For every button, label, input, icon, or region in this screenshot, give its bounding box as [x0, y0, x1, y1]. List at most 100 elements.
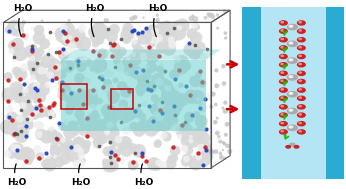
Point — [109, 149, 115, 152]
Point — [182, 148, 188, 151]
Circle shape — [281, 30, 283, 31]
Point — [209, 105, 214, 108]
Point — [195, 96, 200, 99]
Point — [165, 87, 171, 90]
Point — [78, 149, 83, 152]
Point — [20, 104, 26, 107]
Point — [75, 59, 81, 62]
Point — [180, 130, 185, 133]
Point — [167, 35, 173, 38]
Point — [207, 14, 213, 17]
Point — [90, 31, 95, 34]
Circle shape — [288, 108, 297, 114]
Point — [203, 151, 209, 154]
Point — [111, 150, 117, 153]
Point — [163, 85, 169, 88]
Point — [93, 42, 98, 45]
Circle shape — [299, 72, 301, 73]
Point — [17, 152, 22, 155]
Point — [64, 38, 70, 41]
Point — [104, 131, 110, 134]
Point — [203, 128, 209, 131]
Point — [14, 70, 19, 73]
Point — [217, 140, 223, 143]
Point — [183, 160, 189, 163]
Circle shape — [289, 59, 293, 61]
Point — [146, 46, 152, 49]
Point — [80, 102, 86, 105]
Point — [98, 29, 104, 33]
Point — [183, 84, 189, 88]
Point — [151, 162, 156, 165]
Point — [182, 147, 188, 150]
Point — [204, 95, 210, 98]
Point — [195, 151, 200, 154]
Circle shape — [299, 38, 301, 40]
Point — [109, 139, 115, 142]
Point — [149, 41, 155, 44]
Point — [49, 113, 54, 116]
Point — [18, 108, 24, 111]
Point — [43, 70, 48, 73]
Point — [9, 126, 15, 129]
Point — [189, 32, 195, 35]
Point — [215, 117, 220, 120]
Point — [170, 35, 176, 38]
Point — [9, 116, 15, 119]
Point — [56, 121, 62, 124]
Point — [6, 28, 12, 31]
Point — [202, 146, 207, 149]
Point — [139, 77, 145, 80]
Point — [154, 163, 159, 166]
Point — [97, 39, 102, 42]
Point — [60, 81, 65, 84]
Point — [106, 109, 111, 112]
Point — [187, 47, 192, 50]
Circle shape — [298, 96, 305, 100]
Point — [35, 124, 40, 127]
Point — [161, 134, 167, 137]
Point — [62, 157, 67, 160]
Point — [188, 139, 194, 143]
Point — [24, 117, 30, 120]
Point — [215, 132, 220, 135]
Point — [98, 124, 103, 127]
Point — [36, 29, 42, 32]
Point — [11, 132, 17, 136]
Point — [23, 101, 28, 104]
Point — [37, 104, 43, 107]
Point — [63, 120, 69, 123]
Point — [199, 120, 204, 123]
Point — [146, 33, 152, 36]
Point — [81, 58, 86, 61]
Point — [51, 71, 56, 74]
Point — [201, 104, 207, 107]
Point — [108, 162, 113, 165]
Point — [58, 32, 64, 35]
Point — [189, 17, 194, 20]
Point — [184, 123, 189, 126]
Point — [186, 41, 192, 44]
Circle shape — [281, 89, 283, 90]
Point — [21, 21, 27, 24]
Point — [71, 153, 76, 156]
Point — [20, 33, 26, 36]
Point — [131, 40, 137, 43]
Point — [6, 115, 11, 118]
Point — [33, 123, 39, 126]
Point — [47, 115, 53, 119]
Point — [60, 47, 66, 50]
Point — [136, 103, 142, 106]
Point — [142, 55, 147, 58]
Point — [158, 63, 164, 66]
Point — [187, 94, 193, 97]
Point — [74, 147, 80, 150]
Point — [59, 82, 64, 85]
Point — [123, 116, 129, 119]
Circle shape — [299, 106, 301, 107]
Circle shape — [288, 58, 297, 63]
Point — [15, 25, 20, 28]
Point — [116, 158, 121, 161]
Circle shape — [298, 63, 305, 67]
Point — [139, 30, 145, 33]
